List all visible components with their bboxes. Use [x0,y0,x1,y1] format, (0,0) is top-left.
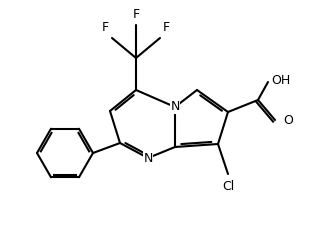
Text: F: F [102,21,109,34]
Text: O: O [283,113,293,127]
Text: OH: OH [271,73,290,87]
Text: F: F [132,8,140,21]
Text: Cl: Cl [222,180,234,193]
Text: N: N [170,100,180,113]
Text: F: F [163,21,170,34]
Text: N: N [143,151,153,165]
